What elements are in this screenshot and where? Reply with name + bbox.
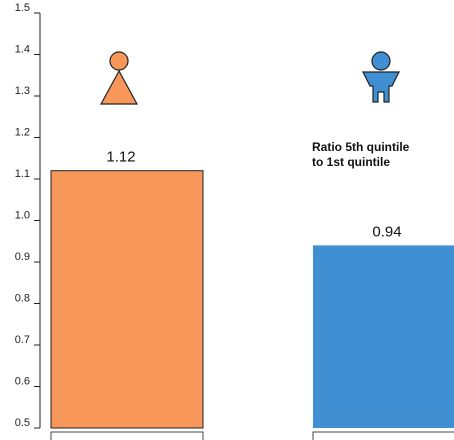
y-tick-label: 0.9: [15, 251, 30, 263]
y-tick-label: 1.1: [15, 168, 30, 180]
category-box-left: [50, 431, 204, 440]
bar-female: [50, 170, 204, 429]
y-tick-label: 0.6: [15, 376, 30, 388]
bar-value-label-male: 0.94: [372, 223, 401, 240]
bar-value-label-female: 1.12: [106, 149, 135, 166]
ratio-annotation: Ratio 5th quintile to 1st quintile: [312, 140, 413, 169]
y-tick-label: 1.3: [15, 85, 30, 97]
y-tick-label: 1.2: [15, 127, 30, 139]
y-tick-label: 1.5: [15, 2, 30, 14]
y-tick-label: 0.5: [15, 417, 30, 429]
y-axis-ticks: 0.5 0.6 0.7 0.8 0.9 1.0 1.1 1.2 1.3 1.4 1.5: [15, 2, 40, 429]
y-tick-label: 1.4: [15, 44, 30, 56]
y-tick-label: 0.8: [15, 293, 30, 305]
ratio-annotation-line-1: Ratio 5th quintile: [312, 140, 410, 154]
ratio-annotation-line-2: to 1st quintile: [312, 155, 390, 169]
category-box-right: [312, 431, 454, 440]
y-tick-label: 1.0: [15, 210, 30, 222]
bar-male: [313, 245, 454, 428]
y-tick-label: 0.7: [15, 334, 30, 346]
female-figure-icon: [99, 51, 139, 105]
male-figure-icon: [362, 51, 400, 103]
